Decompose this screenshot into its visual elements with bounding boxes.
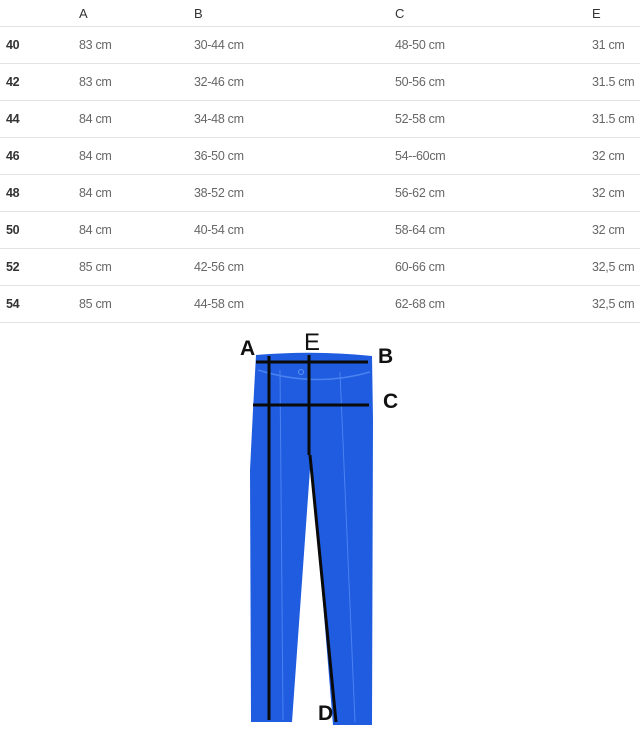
cell-e: 32 cm [592, 211, 640, 249]
cell-e: 32,5 cm [592, 285, 640, 323]
cell-b: 40-54 cm [194, 211, 395, 249]
cell-b: 36-50 cm [194, 137, 395, 175]
cell-c: 48-50 cm [395, 26, 592, 64]
table-row: 50 84 cm 40-54 cm 58-64 cm 32 cm [0, 211, 640, 249]
cell-e: 32 cm [592, 174, 640, 212]
table-header-row: A B C E [0, 0, 640, 27]
header-c: C [395, 5, 405, 21]
label-b: B [378, 345, 393, 368]
cell-a: 84 cm [79, 137, 194, 175]
cell-a: 85 cm [79, 285, 194, 323]
cell-b: 30-44 cm [194, 26, 395, 64]
label-e: E [304, 329, 320, 356]
table-row: 40 83 cm 30-44 cm 48-50 cm 31 cm [0, 26, 640, 64]
label-c: C [383, 390, 398, 413]
table-row: 42 83 cm 32-46 cm 50-56 cm 31.5 cm [0, 63, 640, 101]
table-row: 54 85 cm 44-58 cm 62-68 cm 32,5 cm [0, 285, 640, 323]
cell-c: 56-62 cm [395, 174, 592, 212]
cell-b: 32-46 cm [194, 63, 395, 101]
header-e: E [592, 5, 601, 21]
cell-b: 34-48 cm [194, 100, 395, 138]
cell-a: 84 cm [79, 211, 194, 249]
cell-size: 54 [0, 285, 79, 323]
cell-e: 32,5 cm [592, 248, 640, 286]
cell-c: 50-56 cm [395, 63, 592, 101]
cell-size: 52 [0, 248, 79, 286]
table-row: 46 84 cm 36-50 cm 54--60cm 32 cm [0, 137, 640, 175]
cell-size: 46 [0, 137, 79, 175]
cell-b: 44-58 cm [194, 285, 395, 323]
cell-c: 52-58 cm [395, 100, 592, 138]
header-b: B [194, 5, 203, 21]
cell-size: 42 [0, 63, 79, 101]
measure-line-d [308, 454, 338, 723]
cell-b: 42-56 cm [194, 248, 395, 286]
measurement-lines [253, 355, 369, 723]
cell-c: 60-66 cm [395, 248, 592, 286]
cell-a: 84 cm [79, 100, 194, 138]
cell-c: 62-68 cm [395, 285, 592, 323]
cell-a: 83 cm [79, 63, 194, 101]
cell-c: 58-64 cm [395, 211, 592, 249]
table-row: 48 84 cm 38-52 cm 56-62 cm 32 cm [0, 174, 640, 212]
table-row: 52 85 cm 42-56 cm 60-66 cm 32,5 cm [0, 248, 640, 286]
label-d: D [318, 702, 333, 725]
cell-e: 31.5 cm [592, 63, 640, 101]
cell-size: 44 [0, 100, 79, 138]
cell-a: 83 cm [79, 26, 194, 64]
cell-e: 31.5 cm [592, 100, 640, 138]
cell-a: 85 cm [79, 248, 194, 286]
label-a: A [240, 337, 255, 360]
cell-a: 84 cm [79, 174, 194, 212]
cell-b: 38-52 cm [194, 174, 395, 212]
size-chart-table: A B C E 40 83 cm 30-44 cm 48-50 cm 31 cm 42 83… [0, 0, 640, 323]
cell-e: 31 cm [592, 26, 640, 64]
header-a: A [79, 5, 88, 21]
cell-c: 54--60cm [395, 137, 592, 175]
cell-size: 40 [0, 26, 79, 64]
cell-size: 50 [0, 211, 79, 249]
table-row: 44 84 cm 34-48 cm 52-58 cm 31.5 cm [0, 100, 640, 138]
cell-e: 32 cm [592, 137, 640, 175]
cell-size: 48 [0, 174, 79, 212]
